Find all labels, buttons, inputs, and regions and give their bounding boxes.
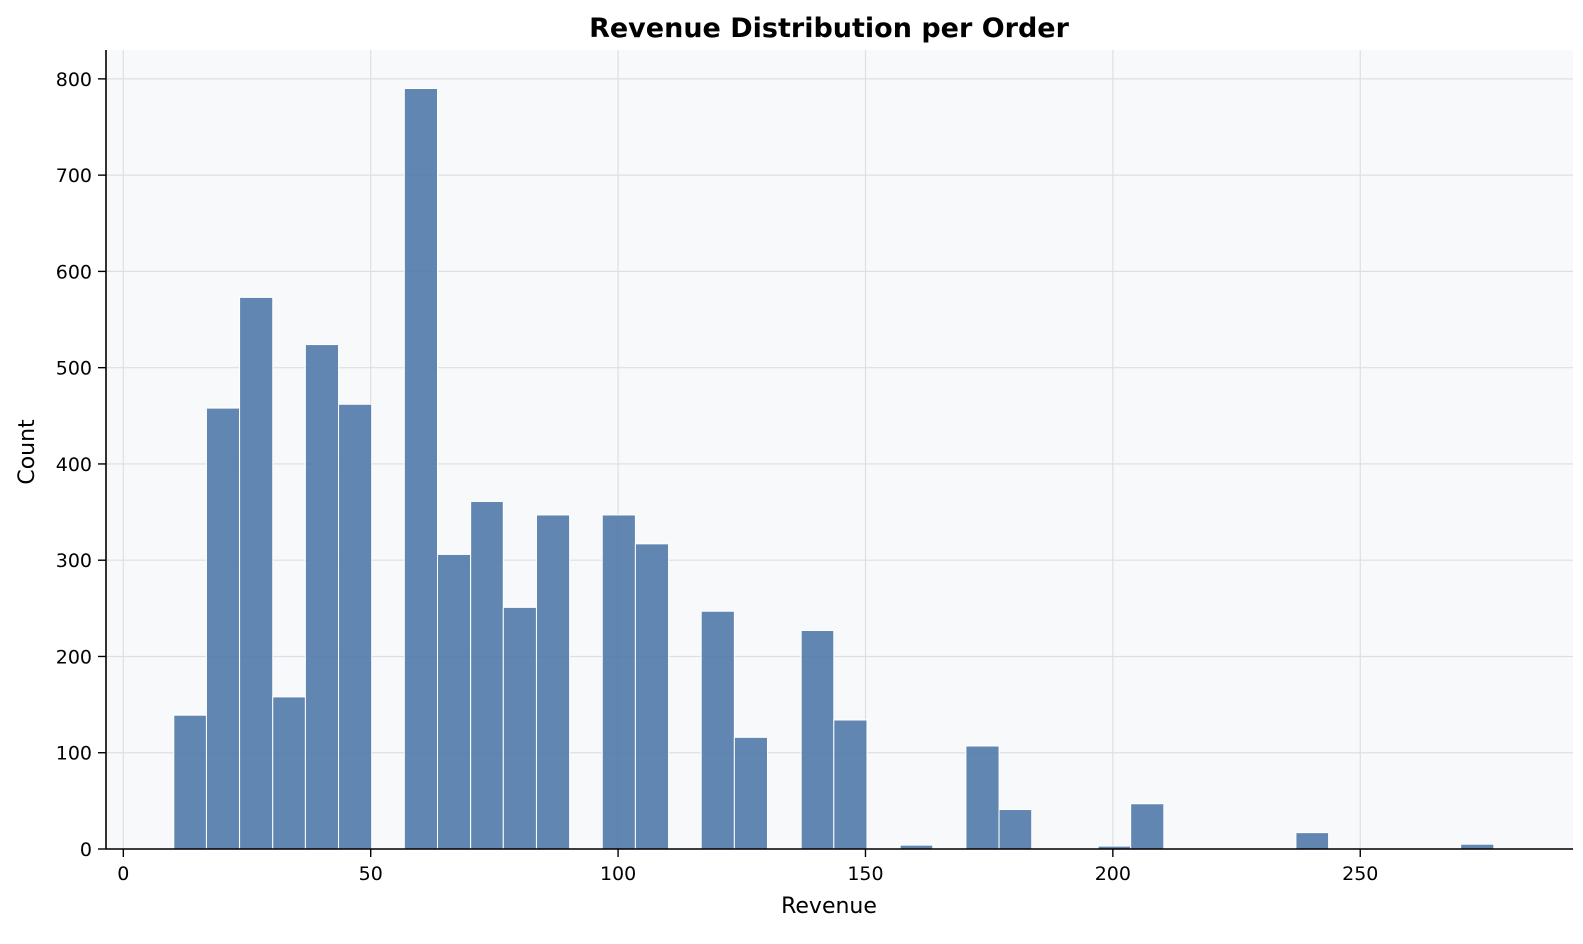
y-tick-label: 800 (56, 69, 92, 91)
x-axis-ticks: 0 50 100 150 200 250 (117, 849, 1378, 885)
histogram-bar (272, 696, 306, 850)
x-tick-label: 200 (1095, 863, 1131, 885)
y-tick-label: 400 (56, 454, 92, 476)
histogram-bar (800, 629, 835, 850)
histogram-bar (239, 296, 274, 850)
histogram-bar (470, 500, 504, 850)
x-tick-label: 250 (1342, 863, 1378, 885)
histogram-bar (998, 809, 1033, 850)
y-tick-label: 500 (56, 358, 92, 380)
y-tick-label: 100 (56, 743, 92, 765)
histogram-bar (965, 745, 1000, 850)
histogram-bar (205, 407, 241, 850)
x-axis-label: Revenue (781, 894, 877, 919)
y-tick-label: 300 (56, 550, 92, 572)
x-tick-label: 0 (117, 863, 129, 885)
x-tick-label: 150 (847, 863, 883, 885)
histogram-bar (173, 714, 207, 850)
chart-title: Revenue Distribution per Order (589, 13, 1070, 44)
histogram-bar (502, 606, 537, 850)
histogram-bars (173, 88, 1495, 850)
y-axis-ticks: 0 100 200 300 400 500 600 700 800 (56, 69, 106, 861)
histogram-bar (1130, 803, 1165, 850)
y-tick-label: 700 (56, 165, 92, 187)
histogram-bar (1295, 832, 1330, 850)
histogram-bar (833, 719, 868, 850)
histogram-bar (700, 610, 735, 850)
x-tick-label: 100 (600, 863, 636, 885)
histogram-bar (338, 403, 373, 850)
histogram-bar (403, 88, 438, 850)
histogram-bar (634, 543, 670, 850)
histogram-bar (601, 514, 636, 850)
histogram-bar (436, 553, 472, 850)
y-axis-label: Count (15, 419, 40, 485)
histogram-bar (535, 514, 571, 850)
histogram-bar (304, 344, 340, 850)
y-tick-label: 200 (56, 646, 92, 668)
histogram-bar (733, 736, 769, 850)
y-tick-label: 600 (56, 261, 92, 283)
y-tick-label: 0 (80, 839, 92, 861)
x-tick-label: 50 (359, 863, 383, 885)
